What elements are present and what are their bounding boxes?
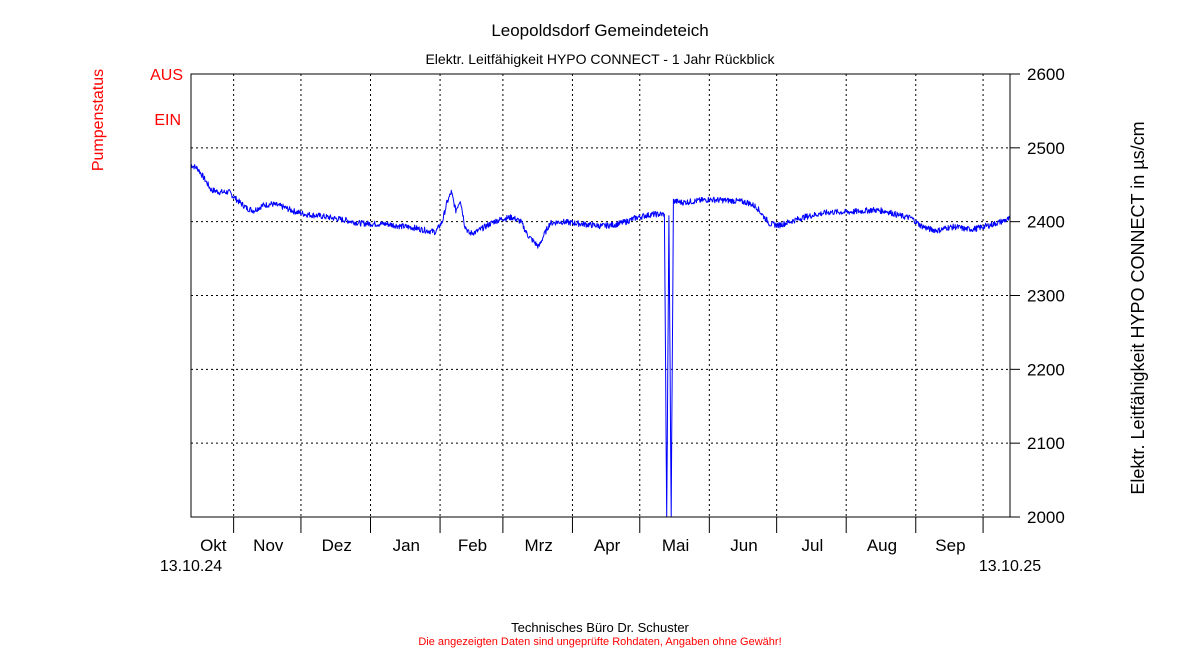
x-month-label: Mai [662, 536, 689, 555]
y-axis-label: Elektr. Leitfähigkeit HYPO CONNECT in µs… [1128, 121, 1148, 494]
y-tick-label: 2200 [1027, 360, 1065, 379]
x-start-label: 13.10.24 [160, 558, 222, 575]
pump-level-aus: AUS [150, 67, 183, 84]
y-tick-label: 2600 [1027, 65, 1065, 84]
chart-title: Leopoldsdorf Gemeindeteich [491, 21, 708, 40]
x-month-label: Mrz [525, 536, 553, 555]
x-axis-layer: Okt Nov Dez Jan Feb Mrz Apr Mai Jun Jul Aug Sep [200, 517, 984, 555]
x-month-label: Jul [802, 536, 824, 555]
footer-company: Technisches Büro Dr. Schuster [511, 620, 689, 635]
y-tick-label: 2100 [1027, 434, 1065, 453]
x-month-label: Jan [393, 536, 420, 555]
x-month-label: Dez [322, 536, 352, 555]
pump-level-ein: EIN [154, 112, 181, 129]
x-month-label: Jun [730, 536, 757, 555]
x-month-label: Feb [458, 536, 487, 555]
chart-subtitle: Elektr. Leitfähigkeit HYPO CONNECT - 1 J… [425, 51, 775, 67]
x-month-label: Sep [935, 536, 965, 555]
y-axis-layer: 2000 2100 2200 2300 2400 2500 2600 [1010, 65, 1065, 527]
x-month-label: Aug [867, 536, 897, 555]
x-month-label: Nov [253, 536, 284, 555]
series-layer [190, 164, 1011, 518]
footer-disclaimer: Die angezeigten Daten sind ungeprüfte Ro… [418, 636, 781, 648]
x-end-label: 13.10.25 [979, 558, 1041, 575]
y-tick-label: 2300 [1027, 287, 1065, 306]
grid-layer [191, 74, 1010, 517]
pump-axis-label: Pumpenstatus [90, 69, 107, 171]
x-month-label: Okt [200, 536, 227, 555]
y-tick-label: 2000 [1027, 508, 1065, 527]
y-tick-label: 2500 [1027, 139, 1065, 158]
x-month-label: Apr [594, 536, 621, 555]
series-line [190, 164, 1011, 518]
y-tick-label: 2400 [1027, 213, 1065, 232]
